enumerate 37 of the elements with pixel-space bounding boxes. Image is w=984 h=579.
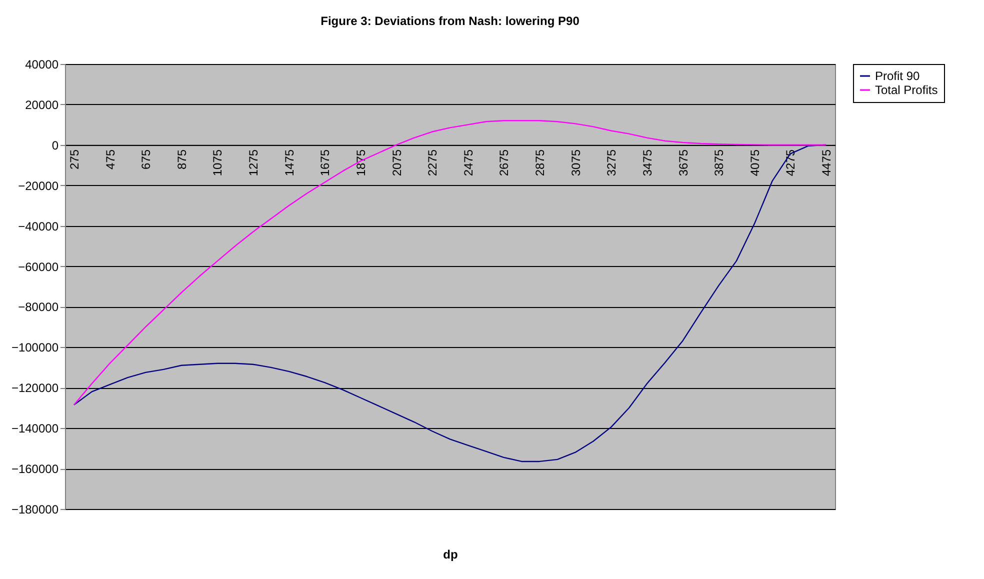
x-tick-label: 275 xyxy=(67,149,82,170)
x-tick-label: 1275 xyxy=(246,149,261,176)
x-tick-label: 3475 xyxy=(640,149,654,176)
y-tick-label: −60000 xyxy=(18,260,59,274)
y-tick-label: 0 xyxy=(52,138,59,152)
y-tick-label: −40000 xyxy=(18,219,59,234)
y-tick-label: −20000 xyxy=(18,178,59,193)
x-tick-label: 3075 xyxy=(568,149,583,176)
y-tick-label: −80000 xyxy=(18,300,59,314)
x-tick-label: 1075 xyxy=(210,149,225,176)
x-tick-label: 875 xyxy=(174,149,189,170)
x-tick-label: 3675 xyxy=(676,149,690,176)
x-tick-label: 475 xyxy=(103,149,118,170)
y-tick-label: 40000 xyxy=(25,58,59,72)
y-tick-label: −120000 xyxy=(11,381,59,396)
x-tick-label: 3275 xyxy=(604,149,619,176)
y-tick-label: −100000 xyxy=(11,340,59,355)
x-tick-label: 3875 xyxy=(712,149,726,176)
x-tick-label: 4075 xyxy=(748,149,762,176)
x-tick-label: 1675 xyxy=(318,149,332,176)
x-tick-label: 2675 xyxy=(497,149,512,176)
x-tick-label: 675 xyxy=(139,149,154,170)
y-tick-label: 20000 xyxy=(25,98,59,112)
x-tick-label: 2075 xyxy=(390,149,404,176)
x-tick-label: 1475 xyxy=(282,149,296,176)
x-tick-label: 2875 xyxy=(533,149,548,176)
x-tick-label: 1875 xyxy=(354,149,368,176)
y-tick-label: −140000 xyxy=(11,422,59,436)
legend-label: Total Profits xyxy=(875,83,938,97)
y-tick-label: −160000 xyxy=(11,462,59,476)
x-tick-label: 2475 xyxy=(461,149,476,176)
chart-title: Figure 3: Deviations from Nash: lowering P90 xyxy=(320,14,580,28)
legend-label: Profit 90 xyxy=(875,69,920,83)
x-tick-label: 4475 xyxy=(820,149,834,176)
x-tick-label: 2275 xyxy=(426,149,440,176)
x-axis-title: dp xyxy=(443,548,458,562)
y-tick-label: −180000 xyxy=(11,502,59,516)
